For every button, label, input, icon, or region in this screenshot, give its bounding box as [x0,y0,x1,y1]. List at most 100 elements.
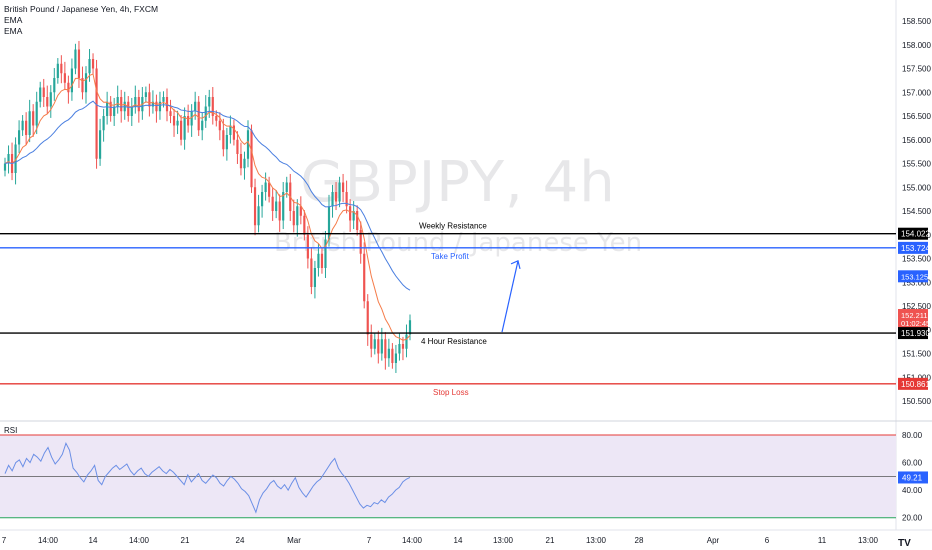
candle-body [373,339,376,349]
candle-body [334,192,338,202]
candle-body [197,101,200,131]
candle-body [162,97,165,102]
candle-body [113,106,116,116]
candle-body [176,120,179,126]
time-tick-label: 14 [89,536,98,545]
candle-body [56,63,59,78]
candle-body [7,154,10,164]
candle-body [278,201,281,221]
legend-ema-2[interactable]: EMA [4,26,23,36]
candle-body [215,116,218,121]
candle-body [253,187,257,226]
price-tick-label: 155.000 [902,183,931,192]
candle-body [246,130,250,159]
candle-body [366,301,369,335]
candle-body [46,97,49,107]
candle-body [408,320,412,335]
candle-body [260,192,264,207]
candle-body [63,73,66,83]
time-tick-label: 11 [818,536,827,545]
candle-body [285,182,288,192]
price-tick-label: 153.500 [902,255,931,264]
candle-body [327,206,331,240]
candle-body [32,111,35,126]
rsi-tick-label: 80.00 [902,431,923,440]
price-tick-label: 158.500 [902,17,931,26]
candle-body [401,344,405,349]
candle-body [187,116,190,126]
price-tick-label: 157.000 [902,88,931,97]
price-tag: 152.211 [901,311,928,320]
candle-body [275,201,278,211]
candle-body [338,182,341,202]
candle-body [28,111,31,135]
candle-body [352,211,355,221]
legend-ema-1[interactable]: EMA [4,15,23,25]
candle-body [341,182,345,192]
candle-body [271,196,274,211]
time-tick-label: 7 [367,536,372,545]
candle-body [363,253,366,302]
candle-body [232,125,236,140]
time-tick-label: 6 [765,536,770,545]
price-tick-label: 150.500 [902,397,931,406]
price-tick-label: 156.000 [902,136,931,145]
candle-body [299,206,302,216]
price-tick-label: 158.000 [902,41,931,50]
rsi-tick-label: 20.00 [902,514,923,523]
ema-slow-line [4,100,411,291]
candle-body [268,182,271,197]
time-tick-label: Mar [287,536,301,545]
candle-body [134,97,137,107]
candle-body [53,78,56,93]
candle-body [17,130,21,145]
price-tag-bg [898,309,928,322]
candle-body [106,101,109,116]
projection-arrow [501,260,519,333]
candle-body [239,154,243,169]
candle-body [183,116,186,140]
candle-body [137,97,140,112]
symbol-watermark: GBPJPY, 4h [300,150,616,215]
rsi-line [4,442,411,514]
candle-body [109,101,112,116]
candle-body [74,49,77,69]
time-tick-label: 21 [546,536,555,545]
instrument-watermark: British Pound / Japanese Yen [273,228,643,258]
candle-body [313,268,317,287]
candle-body [91,59,95,69]
rsi-pane-label[interactable]: RSI [4,426,18,435]
price-tick-label: 154.500 [902,207,931,216]
tradingview-logo-icon[interactable]: TV [898,538,911,549]
time-tick-label: 14:00 [129,536,150,545]
candle-body [3,163,7,171]
candle-body [225,135,228,150]
price-tick-label: 151.500 [902,350,931,359]
price-tag-bg [898,270,928,283]
candle-body [204,106,207,121]
candle-body [127,101,130,116]
candle-body [398,344,401,354]
price-level-tag-bg [898,241,928,254]
candle-body [49,92,52,107]
candle-body [169,111,172,116]
candle-body [60,63,63,74]
price-level-tag: 154.022 [901,230,930,239]
price-level-label: 4 Hour Resistance [421,337,487,346]
candle-body [236,139,239,154]
candle-body [218,120,221,131]
price-level-tag: 151.930 [901,329,930,338]
candle-body [77,49,81,78]
candle-body [21,120,24,131]
candle-body [359,230,362,254]
price-tick-label: 152.500 [902,302,931,311]
candle-body [391,348,394,363]
price-tick-label: 157.500 [902,65,931,74]
candle-body [303,215,306,235]
legend-title[interactable]: British Pound / Japanese Yen, 4h, FXCM [4,4,159,14]
price-level-tag-bg [898,227,928,240]
price-tick-label: 151.000 [902,373,931,382]
candle-body [384,339,387,359]
